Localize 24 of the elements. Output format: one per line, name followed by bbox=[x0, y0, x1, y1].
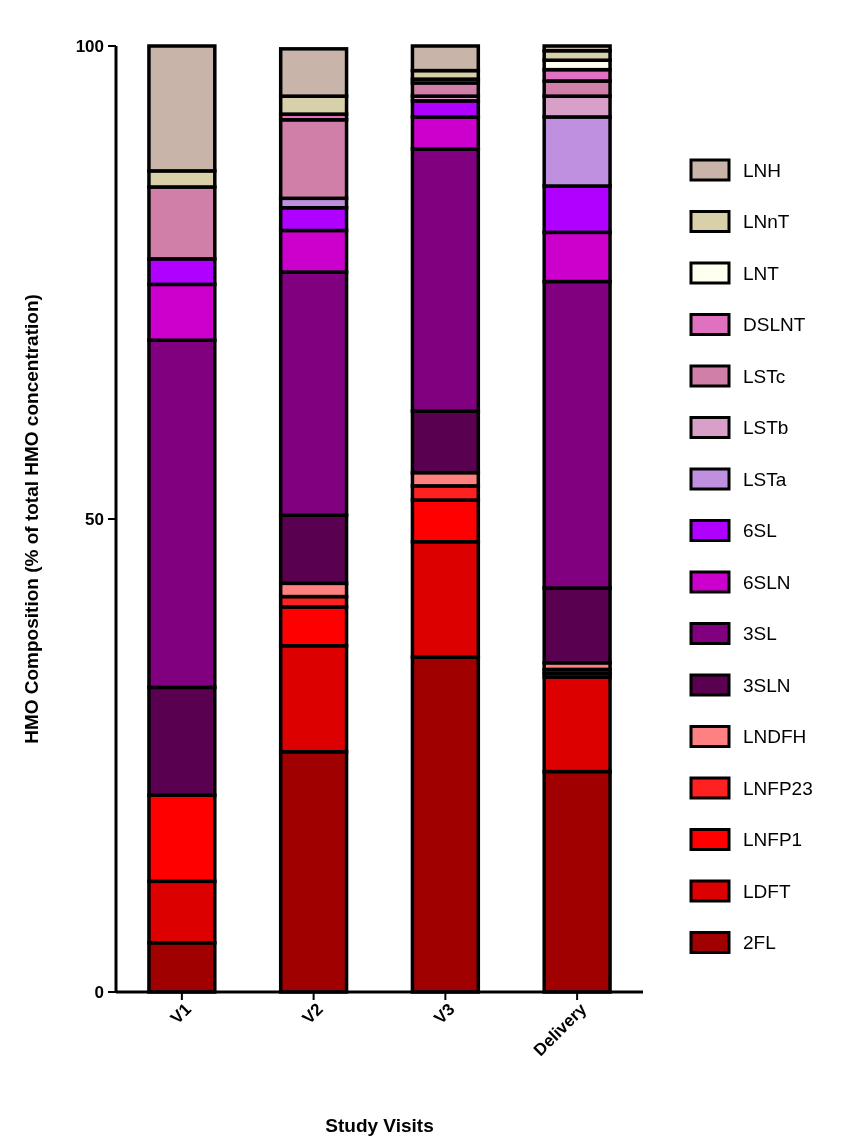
legend-label: 6SLN bbox=[743, 571, 791, 593]
x-tick-label: V3 bbox=[430, 999, 459, 1028]
legend-label: LSTc bbox=[743, 365, 786, 387]
x-tick-label: V2 bbox=[298, 999, 327, 1028]
legend-label: LNT bbox=[743, 262, 780, 284]
legend-label: LNH bbox=[743, 159, 782, 181]
y-axis-title: HMO Composition (% of total HMO concentration) bbox=[21, 294, 42, 744]
x-axis-title: Study Visits bbox=[325, 1115, 434, 1136]
legend-label: LSTa bbox=[743, 468, 787, 490]
legend-label: LNFP1 bbox=[743, 829, 803, 851]
legend-label: 3SLN bbox=[743, 674, 791, 696]
legend-label: 3SL bbox=[743, 623, 777, 645]
legend-label: LNFP23 bbox=[743, 777, 813, 799]
legend-label: LNnT bbox=[743, 211, 790, 233]
legend-label: DSLNT bbox=[743, 314, 806, 336]
x-tick-label: V1 bbox=[166, 999, 195, 1028]
legend-label: 2FL bbox=[743, 932, 776, 954]
y-tick-label: 50 bbox=[85, 509, 104, 529]
legend-label: LNDFH bbox=[743, 726, 807, 748]
legend-label: 6SL bbox=[743, 520, 777, 542]
legend-label: LSTb bbox=[743, 417, 789, 439]
y-tick-label: 0 bbox=[94, 982, 104, 1002]
legend-label: LDFT bbox=[743, 880, 791, 902]
y-tick-label: 100 bbox=[75, 36, 104, 56]
